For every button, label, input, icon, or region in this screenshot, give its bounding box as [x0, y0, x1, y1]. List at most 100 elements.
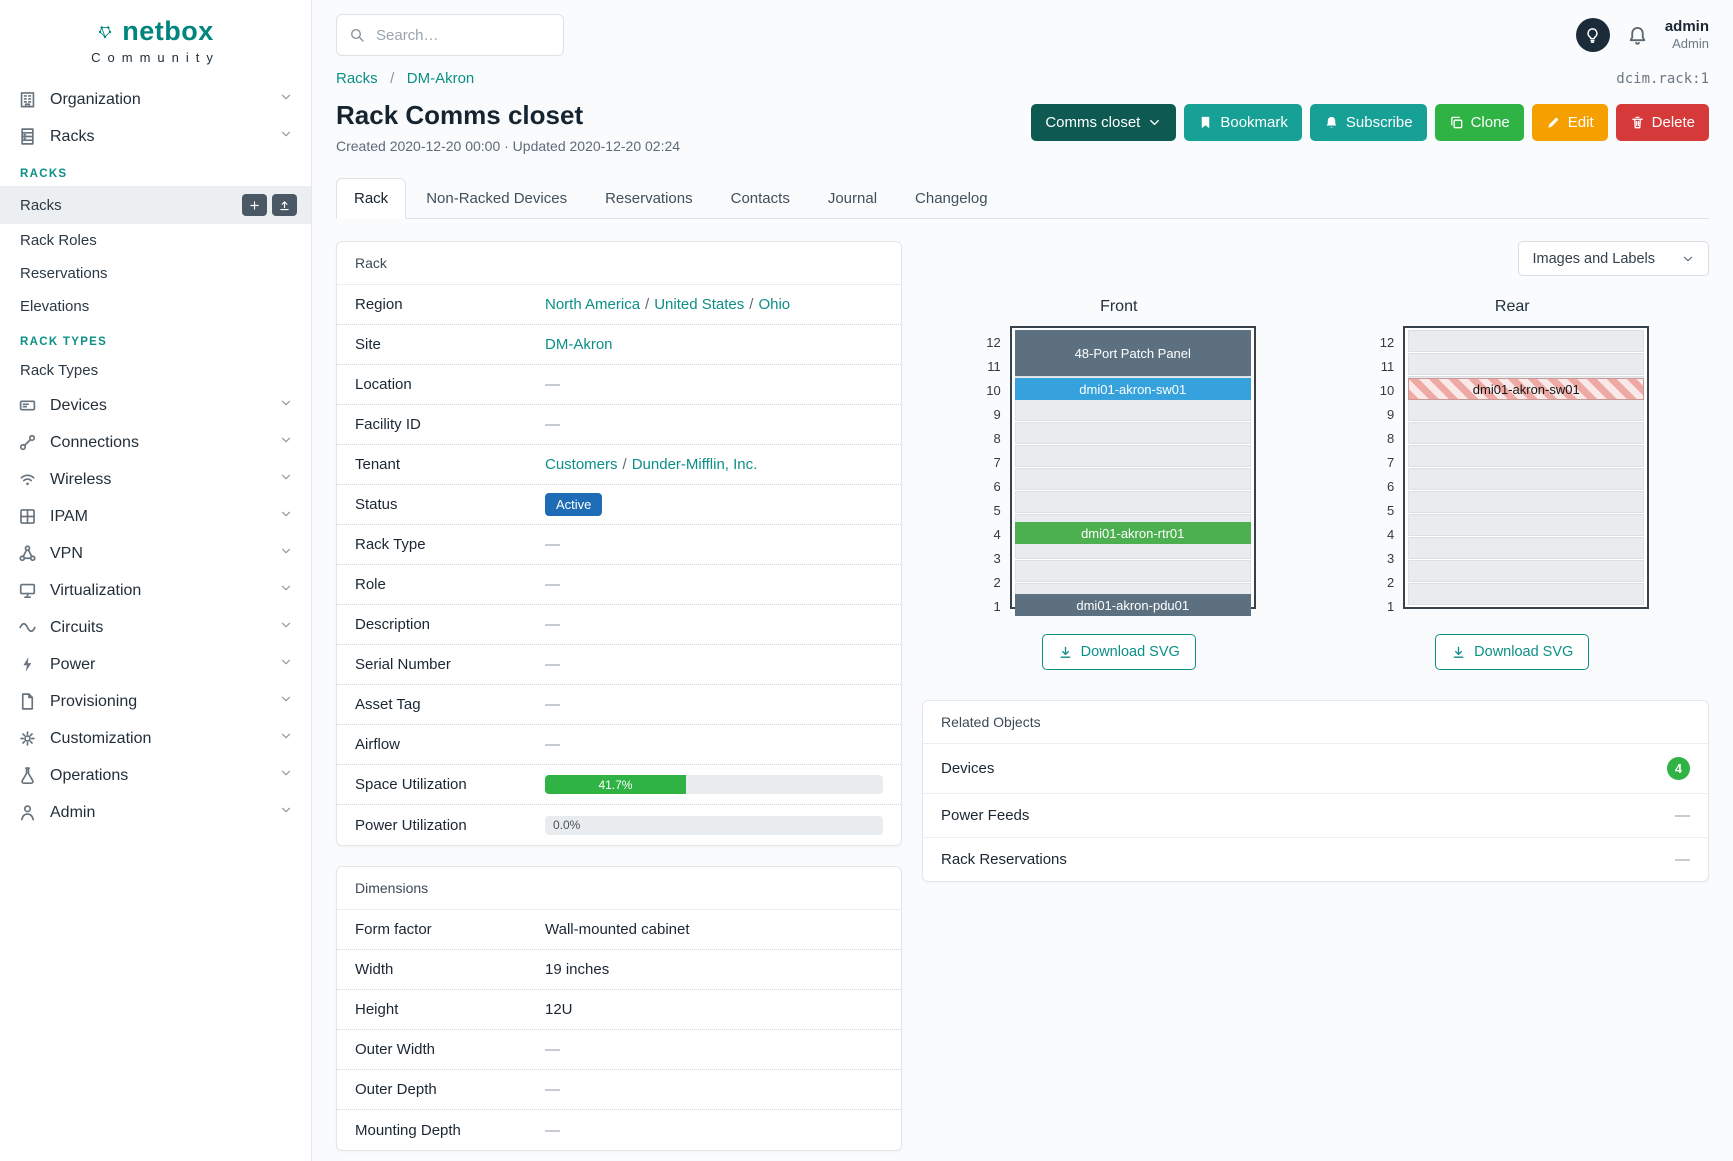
notifications-bell-icon[interactable] [1627, 25, 1648, 46]
breadcrumb-racks[interactable]: Racks [336, 70, 378, 87]
unit-number: 12 [986, 334, 1001, 350]
tab-journal[interactable]: Journal [827, 190, 878, 207]
rack-unit-slot-6[interactable] [1014, 468, 1251, 490]
link-ohio[interactable]: Ohio [758, 296, 791, 313]
sidebar-item-virtualization[interactable]: Virtualization [0, 572, 311, 609]
rack-unit-slot-5[interactable] [1408, 491, 1645, 513]
sidebar-item-vpn[interactable]: VPN [0, 535, 311, 572]
elevation-title: Front [1100, 298, 1138, 315]
empty-value: — [545, 1081, 560, 1098]
sidebar-item-rack-roles[interactable]: Rack Roles [0, 224, 311, 257]
clone-button[interactable]: Clone [1434, 104, 1524, 141]
tab-changelog[interactable]: Changelog [915, 190, 988, 207]
brand-tagline: Community [91, 50, 220, 65]
brand[interactable]: netbox [0, 16, 311, 47]
rack-unit-slot-7[interactable] [1408, 445, 1645, 467]
building-icon [18, 90, 37, 109]
empty-value: — [545, 416, 560, 433]
breadcrumb-site[interactable]: DM-Akron [406, 70, 475, 87]
sidebar-item-admin[interactable]: Admin [0, 794, 311, 831]
unit-number: 9 [1387, 406, 1395, 422]
sidebar-item-circuits[interactable]: Circuits [0, 609, 311, 646]
sidebar-item-organization[interactable]: Organization [0, 81, 311, 118]
sidebar-item-label: Rack Roles [20, 232, 97, 249]
rack-unit-slot-9[interactable] [1408, 399, 1645, 421]
sidebar-item-rack-types[interactable]: Rack Types [0, 354, 311, 387]
quick-add-button[interactable] [242, 194, 267, 216]
rack-unit-slot-4[interactable] [1408, 514, 1645, 536]
edit-button[interactable]: Edit [1531, 104, 1608, 141]
sidebar-item-operations[interactable]: Operations [0, 757, 311, 794]
rack-unit-slot-3[interactable] [1408, 537, 1645, 559]
rack-elevations: Front 12 11 10 9 8 7 6 5 4 3 2 1 48-Port Patch Panel d… [922, 298, 1709, 670]
rack-unit-slot-2[interactable] [1014, 560, 1251, 582]
rack-device-48-port-patch-panel[interactable]: 48-Port Patch Panel [1014, 330, 1251, 376]
rack-unit-slot-11[interactable] [1408, 353, 1645, 375]
link-united-states[interactable]: United States [654, 296, 745, 313]
sidebar-item-label: Circuits [50, 618, 104, 636]
sidebar-item-customization[interactable]: Customization [0, 720, 311, 757]
rack-unit-slot-1[interactable] [1408, 583, 1645, 605]
attr-row-form-factor: Form factor Wall-mounted cabinet [337, 910, 901, 950]
link-customers[interactable]: Customers [545, 456, 618, 473]
wireless-icon [18, 470, 37, 489]
tab-reservations[interactable]: Reservations [605, 190, 693, 207]
download-svg-button[interactable]: Download SVG [1041, 634, 1196, 670]
sidebar-item-elevations[interactable]: Elevations [0, 290, 311, 323]
search-box[interactable] [336, 14, 564, 56]
rack-unit-slot-8[interactable] [1408, 422, 1645, 444]
rack-unit-slot-5[interactable] [1014, 491, 1251, 513]
sidebar-item-devices[interactable]: Devices [0, 387, 311, 424]
delete-button[interactable]: Delete [1615, 104, 1709, 141]
theme-toggle-button[interactable] [1575, 18, 1610, 52]
search-input[interactable] [374, 25, 551, 45]
rack-unit-slot-12[interactable] [1408, 330, 1645, 352]
rack-device-dmi01-akron-sw01[interactable]: dmi01-akron-sw01 [1408, 378, 1645, 400]
empty-value: — [545, 696, 560, 713]
attr-row-role: Role — [337, 565, 901, 605]
sidebar-item-wireless[interactable]: Wireless [0, 461, 311, 498]
sidebar-item-power[interactable]: Power [0, 646, 311, 683]
tab-rack[interactable]: Rack [336, 178, 407, 219]
sidebar-item-reservations[interactable]: Reservations [0, 257, 311, 290]
rack-unit-slot-6[interactable] [1408, 468, 1645, 490]
sidebar-item-label: IPAM [50, 507, 88, 525]
elevation-view-select[interactable]: Images and Labels [1518, 241, 1709, 276]
rack-device-dmi01-akron-pdu01[interactable]: dmi01-akron-pdu01 [1014, 594, 1251, 616]
related-row-power-feeds[interactable]: Power Feeds — [923, 794, 1708, 838]
download-svg-button[interactable]: Download SVG [1435, 634, 1590, 670]
rack-unit-slot-2[interactable] [1408, 560, 1645, 582]
comms-closet-button[interactable]: Comms closet [1031, 104, 1177, 141]
rack-unit-slot-7[interactable] [1014, 445, 1251, 467]
link-dunder-mifflin-inc[interactable]: Dunder-Mifflin, Inc. [631, 456, 758, 473]
user-role: Admin [1672, 36, 1709, 52]
tab-non-racked-devices[interactable]: Non-Racked Devices [426, 190, 568, 207]
user-menu[interactable]: admin Admin [1665, 18, 1709, 53]
rack-unit-slot-8[interactable] [1014, 422, 1251, 444]
related-row-rack-reservations[interactable]: Rack Reservations — [923, 838, 1708, 881]
topbar-right: admin Admin [1575, 18, 1709, 53]
sidebar-item-provisioning[interactable]: Provisioning [0, 683, 311, 720]
rack-device-dmi01-akron-sw01[interactable]: dmi01-akron-sw01 [1014, 378, 1251, 400]
unit-number: 12 [1379, 334, 1395, 350]
import-button[interactable] [272, 194, 297, 216]
empty-value: — [545, 536, 560, 553]
link-dm-akron[interactable]: DM-Akron [545, 336, 613, 353]
attr-row-outer-width: Outer Width — [337, 1030, 901, 1070]
sidebar-item-label: VPN [50, 544, 83, 562]
rack-unit-slot-9[interactable] [1014, 399, 1251, 421]
sidebar-item-connections[interactable]: Connections [0, 424, 311, 461]
sidebar-item-label: Provisioning [50, 692, 138, 710]
empty-value: — [545, 376, 560, 393]
tab-contacts[interactable]: Contacts [730, 190, 790, 207]
link-north-america[interactable]: North America [545, 296, 641, 313]
connections-icon [18, 433, 37, 452]
rack-device-dmi01-akron-rtr01[interactable]: dmi01-akron-rtr01 [1014, 522, 1251, 544]
bookmark-button[interactable]: Bookmark [1184, 104, 1302, 141]
trash-icon [1630, 115, 1645, 130]
related-row-devices[interactable]: Devices 4 [923, 744, 1708, 794]
sidebar-item-ipam[interactable]: IPAM [0, 498, 311, 535]
sidebar-item-racks[interactable]: Racks [0, 186, 311, 224]
sidebar-item-racks[interactable]: Racks [0, 118, 311, 155]
subscribe-button[interactable]: Subscribe [1309, 104, 1427, 141]
